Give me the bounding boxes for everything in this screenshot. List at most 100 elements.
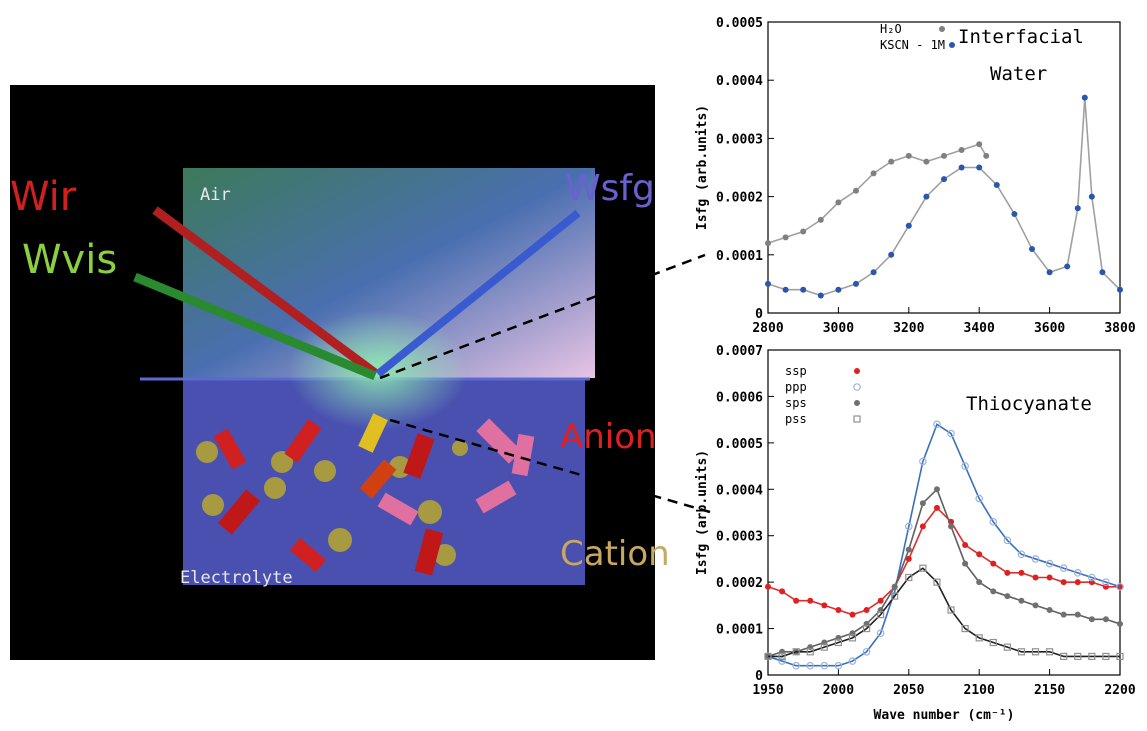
x-axis-label: Wave number (cm⁻¹) <box>874 708 1015 723</box>
point <box>948 523 954 529</box>
x-tick-label: 3400 <box>964 321 995 336</box>
point <box>1089 194 1095 200</box>
point <box>1029 246 1035 252</box>
legend-label: pss <box>785 412 807 426</box>
point <box>1103 616 1109 622</box>
fit-line <box>768 508 1120 615</box>
annotation: Thiocyanate <box>966 393 1092 415</box>
fit-line <box>768 144 986 243</box>
y-tick-label: 0.0004 <box>716 74 763 89</box>
point <box>1064 263 1070 269</box>
point <box>854 384 860 390</box>
point <box>923 194 929 200</box>
x-tick-label: 2100 <box>964 683 995 698</box>
point <box>906 223 912 229</box>
x-tick-label: 3000 <box>823 321 854 336</box>
point <box>871 269 877 275</box>
point <box>923 159 929 165</box>
wir-label: Wir <box>10 174 77 220</box>
x-tick-label: 2150 <box>1034 683 1065 698</box>
point <box>959 165 965 171</box>
point <box>906 153 912 159</box>
point <box>1075 205 1081 211</box>
y-tick-label: 0.0003 <box>716 132 763 147</box>
y-tick-label: 0.0003 <box>716 530 763 545</box>
point <box>779 588 785 594</box>
point <box>962 542 968 548</box>
x-tick-label: 3600 <box>1034 321 1065 336</box>
x-tick-label: 1950 <box>752 683 783 698</box>
point <box>941 176 947 182</box>
wsfg-label: Wsfg <box>565 168 655 209</box>
y-tick-label: 0.0007 <box>716 344 763 359</box>
point <box>1099 269 1105 275</box>
point <box>765 240 771 246</box>
annotation: Water <box>990 63 1047 85</box>
point <box>1011 211 1017 217</box>
y-tick-label: 0.0004 <box>716 483 763 498</box>
point <box>1047 575 1053 581</box>
y-tick-label: 0.0005 <box>716 437 763 452</box>
x-tick-label: 3800 <box>1104 321 1135 336</box>
x-tick-label: 3200 <box>893 321 924 336</box>
x-tick-label: 2050 <box>893 683 924 698</box>
annotation: Interfacial <box>958 26 1084 48</box>
point <box>807 598 813 604</box>
y-tick-label: 0.0005 <box>716 16 763 31</box>
point <box>765 281 771 287</box>
x-tick-label: 2800 <box>752 321 783 336</box>
point <box>1033 575 1039 581</box>
point <box>939 26 945 32</box>
figure: Wir Wvis Wsfg Air Electrolyte Anion Cati… <box>0 0 1147 731</box>
point <box>1047 607 1053 613</box>
legend-label: H₂O <box>880 22 902 36</box>
point <box>1004 593 1010 599</box>
point <box>920 523 926 529</box>
point <box>892 584 898 590</box>
x-tick-label: 2000 <box>823 683 854 698</box>
point <box>1089 616 1095 622</box>
point <box>976 141 982 147</box>
point <box>878 598 884 604</box>
point <box>854 416 860 422</box>
point <box>1047 269 1053 275</box>
electrolyte-label: Electrolyte <box>180 568 293 588</box>
x-tick-label: 2200 <box>1104 683 1135 698</box>
point <box>818 293 824 299</box>
point <box>853 188 859 194</box>
point <box>1018 598 1024 604</box>
point <box>783 234 789 240</box>
chart: 00.00010.00020.00030.00040.00050.00060.0… <box>695 344 1136 723</box>
y-tick-label: 0.0001 <box>716 623 763 638</box>
point <box>765 584 771 590</box>
point <box>962 561 968 567</box>
anion-label: Anion <box>560 417 657 457</box>
point <box>821 602 827 608</box>
y-axis-label: Isfg (arb.units) <box>695 105 710 230</box>
point <box>906 547 912 553</box>
point <box>871 170 877 176</box>
point <box>864 607 870 613</box>
legend-label: KSCN - 1M <box>880 38 945 52</box>
point <box>949 42 955 48</box>
point <box>849 612 855 618</box>
point <box>783 287 789 293</box>
y-tick-label: 0.0002 <box>716 191 763 206</box>
y-axis-label: Isfg (arb.units) <box>695 450 710 575</box>
point <box>888 252 894 258</box>
illustration: Wir Wvis Wsfg Air Electrolyte Anion Cati… <box>10 85 710 660</box>
point <box>941 153 947 159</box>
point <box>1117 287 1123 293</box>
point <box>1061 612 1067 618</box>
point <box>800 229 806 235</box>
y-tick-label: 0 <box>755 307 763 322</box>
point <box>1075 579 1081 585</box>
point <box>990 588 996 594</box>
point <box>934 486 940 492</box>
point <box>959 147 965 153</box>
point <box>983 153 989 159</box>
point <box>990 561 996 567</box>
y-tick-label: 0.0001 <box>716 249 763 264</box>
point <box>1075 612 1081 618</box>
point <box>1004 570 1010 576</box>
